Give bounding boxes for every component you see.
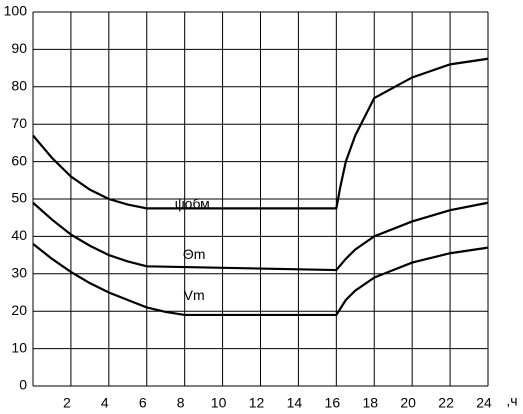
x-tick-label: 6 <box>139 395 147 411</box>
x-tick-label: 20 <box>400 395 416 411</box>
y-tick-label: 80 <box>11 78 27 94</box>
curve-label: Vm <box>184 287 205 303</box>
x-tick-label: 8 <box>177 395 185 411</box>
x-tick-label: 22 <box>438 395 454 411</box>
x-tick-label: 12 <box>249 395 265 411</box>
x-tick-label: 18 <box>362 395 378 411</box>
x-tick-label: 24 <box>476 395 492 411</box>
y-tick-label: 50 <box>11 190 27 206</box>
curve-label: ψобм <box>175 195 210 211</box>
x-tick-label: 2 <box>63 395 71 411</box>
curve <box>32 243 489 317</box>
x-tick-label: 16 <box>325 395 341 411</box>
y-tick-label: 10 <box>11 339 27 355</box>
x-tick-label: 14 <box>287 395 303 411</box>
curve <box>32 57 489 210</box>
x-tick-label: 4 <box>101 395 109 411</box>
y-tick-label: 100 <box>4 3 28 19</box>
y-tick-label: 40 <box>11 227 27 243</box>
y-tick-label: 70 <box>11 115 27 131</box>
curve-label: Θm <box>183 246 206 262</box>
y-tick-label: 60 <box>11 152 27 168</box>
curve <box>32 201 489 272</box>
y-tick-label: 20 <box>11 302 27 318</box>
y-tick-label: 0 <box>19 377 27 393</box>
y-tick-label: 90 <box>11 40 27 56</box>
y-tick-label: 30 <box>11 265 27 281</box>
x-tick-label: 10 <box>211 395 227 411</box>
x-axis-label: ,ч <box>506 393 517 409</box>
